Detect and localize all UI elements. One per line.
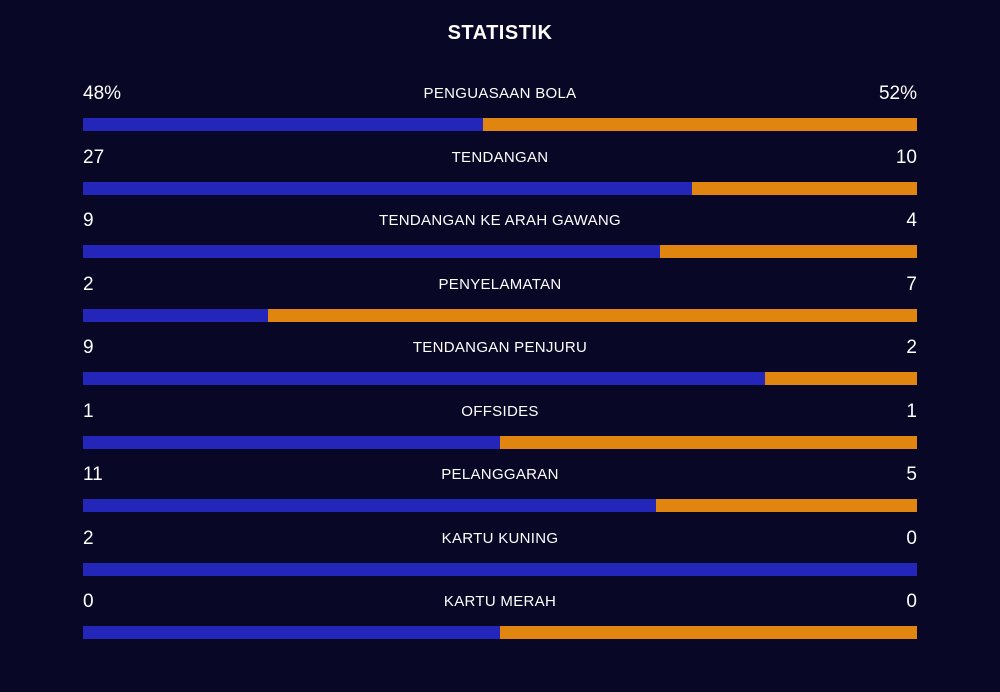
away-value: 4 <box>906 210 917 231</box>
away-value: 10 <box>895 146 917 168</box>
home-value: 9 <box>83 210 94 231</box>
stat-header: 9 TENDANGAN KE ARAH GAWANG 4 <box>83 207 917 235</box>
home-bar-segment <box>83 308 269 322</box>
comparison-bar <box>83 435 917 449</box>
stat-label: PENGUASAAN BOLA <box>423 85 577 102</box>
stat-row: 27 TENDANGAN 10 <box>83 144 917 208</box>
home-value: 11 <box>83 464 103 485</box>
away-bar-segment <box>268 308 917 322</box>
stat-row: 2 KARTU KUNING 0 <box>83 525 917 589</box>
away-bar-segment <box>691 181 917 195</box>
comparison-bar <box>83 372 917 385</box>
stat-header: 1 OFFSIDES 1 <box>83 398 917 426</box>
stat-header: 2 PENYELAMATAN 7 <box>83 271 917 299</box>
away-bar-segment <box>656 499 917 512</box>
stat-row: 1 OFFSIDES 1 <box>83 398 917 462</box>
away-bar-segment <box>765 372 917 385</box>
home-bar-segment <box>83 118 484 131</box>
comparison-bar <box>83 245 917 258</box>
comparison-bar <box>83 118 917 131</box>
stat-row: 0 KARTU MERAH 0 <box>83 588 917 652</box>
stat-row: 9 TENDANGAN PENJURU 2 <box>83 334 917 398</box>
away-bar-segment <box>660 245 917 258</box>
away-value: 0 <box>906 591 917 612</box>
home-value: 27 <box>83 146 105 168</box>
away-value: 5 <box>906 464 917 485</box>
home-bar-segment <box>83 435 500 449</box>
comparison-bar <box>83 308 917 322</box>
home-bar-segment <box>83 626 500 639</box>
stat-header: 2 KARTU KUNING 0 <box>83 525 917 553</box>
stat-row: 48% PENGUASAAN BOLA 52% <box>83 80 917 144</box>
stat-label: KARTU KUNING <box>441 529 559 547</box>
stat-header: 27 TENDANGAN 10 <box>83 144 917 172</box>
stat-label: PELANGGARAN <box>441 466 559 483</box>
away-bar-segment <box>500 626 917 639</box>
home-value: 9 <box>83 337 94 358</box>
page-title: STATISTIK <box>447 22 553 44</box>
stat-label: TENDANGAN KE ARAH GAWANG <box>379 212 621 229</box>
home-bar-segment <box>83 499 657 512</box>
comparison-bar <box>83 499 917 512</box>
stat-label: TENDANGAN PENJURU <box>412 339 588 356</box>
stats-list: 48% PENGUASAAN BOLA 52% 27 TENDANGAN 10 9 TENDA… <box>83 80 917 652</box>
away-value: 1 <box>906 400 917 422</box>
away-bar-segment <box>500 435 917 449</box>
away-value: 7 <box>906 273 917 295</box>
stat-row: 11 PELANGGARAN 5 <box>83 461 917 525</box>
home-value: 1 <box>83 400 94 422</box>
stat-header: 9 TENDANGAN PENJURU 2 <box>83 334 917 362</box>
away-value: 52% <box>878 83 917 104</box>
stat-header: 0 KARTU MERAH 0 <box>83 588 917 616</box>
home-value: 0 <box>83 591 94 612</box>
stat-label: KARTU MERAH <box>443 593 557 610</box>
comparison-bar <box>83 626 917 639</box>
away-value: 2 <box>906 337 917 358</box>
home-bar-segment <box>83 181 692 195</box>
comparison-bar <box>83 181 917 195</box>
home-value: 2 <box>83 273 94 295</box>
stat-row: 2 PENYELAMATAN 7 <box>83 271 917 335</box>
away-bar-segment <box>483 118 917 131</box>
home-bar-segment <box>83 562 917 576</box>
comparison-bar <box>83 562 917 576</box>
home-value: 2 <box>83 527 94 549</box>
home-bar-segment <box>83 372 766 385</box>
stat-header: 11 PELANGGARAN 5 <box>83 461 917 489</box>
home-value: 48% <box>83 83 122 104</box>
away-value: 0 <box>906 527 917 549</box>
stat-row: 9 TENDANGAN KE ARAH GAWANG 4 <box>83 207 917 271</box>
stat-label: PENYELAMATAN <box>438 275 562 293</box>
stat-header: 48% PENGUASAAN BOLA 52% <box>83 80 917 108</box>
stat-label: TENDANGAN <box>451 148 549 166</box>
home-bar-segment <box>83 245 661 258</box>
stat-label: OFFSIDES <box>461 402 539 420</box>
